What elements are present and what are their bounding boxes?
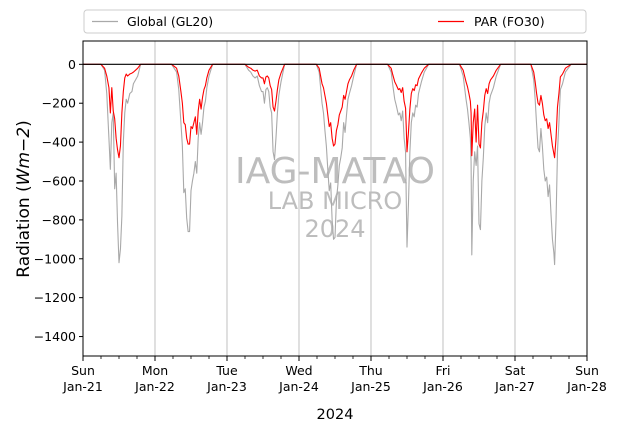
y-axis: 0 −200 −400 −600 −800 −1000 −1200 −1400	[34, 57, 83, 344]
x-axis-title: 2024	[317, 407, 354, 423]
watermark-line-1: IAG-MATAO	[235, 151, 435, 192]
x-tick-date: Jan-26	[422, 379, 463, 394]
y-axis-title: Radiation (Wm−2)	[14, 120, 34, 277]
x-axis: SunJan-21MonJan-22TueJan-23WedJan-24ThuJ…	[62, 356, 607, 394]
y-axis-title-exp: −2	[14, 127, 34, 152]
y-tick-label: 0	[68, 57, 76, 72]
x-tick-weekday: Sat	[505, 363, 526, 378]
y-tick-label: −800	[42, 212, 76, 227]
y-tick-label: −200	[42, 96, 76, 111]
y-tick-label: −1200	[34, 290, 76, 305]
y-axis-title-unit: Wm	[14, 152, 34, 185]
y-tick-label: −600	[42, 174, 76, 189]
x-tick-date: Jan-22	[134, 379, 175, 394]
legend: Global (GL20) PAR (FO30)	[83, 9, 587, 34]
x-tick-date: Jan-23	[206, 379, 247, 394]
series-line-global	[82, 63, 588, 266]
x-tick-weekday: Mon	[142, 363, 168, 378]
x-tick-date: Jan-25	[350, 379, 391, 394]
watermark-line-2: LAB MICRO	[268, 187, 403, 215]
x-tick-weekday: Wed	[285, 363, 312, 378]
y-tick-label: −400	[42, 135, 76, 150]
y-axis-title-main: Radiation (	[14, 185, 34, 277]
x-tick-date: Jan-28	[566, 379, 607, 394]
vertical-gridlines	[154, 41, 516, 356]
x-tick-weekday: Thu	[358, 363, 382, 378]
y-axis-title-close: )	[14, 120, 34, 127]
x-tick-date: Jan-21	[62, 379, 103, 394]
x-tick-date: Jan-27	[494, 379, 535, 394]
x-tick-weekday: Fri	[436, 363, 451, 378]
x-tick-weekday: Sun	[71, 363, 95, 378]
series-lines	[82, 63, 588, 266]
x-tick-weekday: Tue	[215, 363, 238, 378]
y-tick-label: −1400	[34, 329, 76, 344]
series-line-par	[82, 63, 588, 159]
legend-frame	[83, 9, 587, 34]
y-tick-label: −1000	[34, 251, 76, 266]
watermark: IAG-MATAO LAB MICRO 2024	[235, 151, 435, 243]
x-tick-weekday: Sun	[575, 363, 599, 378]
x-tick-date: Jan-24	[278, 379, 319, 394]
legend-label-par: PAR (FO30)	[474, 14, 545, 29]
legend-label-global: Global (GL20)	[127, 14, 213, 29]
